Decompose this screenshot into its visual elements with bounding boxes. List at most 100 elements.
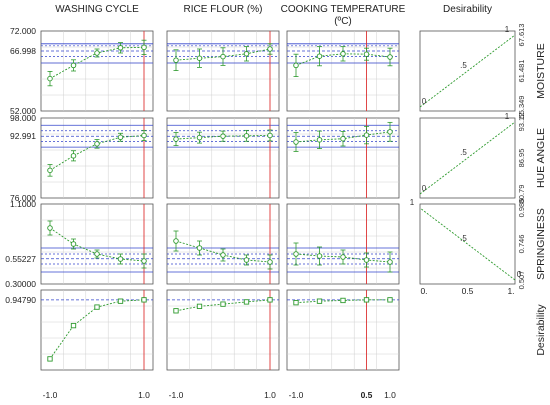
- desirability-level-label: 0: [517, 270, 522, 279]
- x-tick-label: 1.0: [264, 390, 276, 400]
- data-point: [363, 51, 370, 57]
- desirability-column-header: Desirability: [443, 4, 492, 15]
- panel-frame: [286, 117, 400, 199]
- data-point: [387, 54, 393, 60]
- data-point: [316, 137, 323, 143]
- data-point: [70, 241, 77, 247]
- desirability-level-label: 1: [410, 198, 415, 207]
- panel-frame: [166, 30, 280, 112]
- panel-frame: [166, 203, 280, 285]
- data-point: [316, 53, 323, 59]
- data-point: [141, 44, 147, 51]
- data-point: [70, 62, 77, 69]
- desirability-x-tick: 0.5: [462, 286, 474, 296]
- data-point: [387, 129, 393, 135]
- desirability-point: [340, 297, 346, 304]
- data-point: [340, 254, 346, 260]
- data-point: [173, 136, 179, 142]
- desirability-level-label: .5: [460, 148, 467, 157]
- row-label: Desirability: [535, 304, 547, 356]
- data-point: [47, 225, 53, 231]
- response-tick-label: 0.746: [517, 235, 526, 254]
- x-tick-label: -1.0: [43, 390, 58, 400]
- desirability-point: [117, 298, 124, 304]
- panel-frame: [40, 30, 154, 112]
- y-tick-label: 92.991: [10, 131, 36, 141]
- data-point: [173, 57, 179, 63]
- data-point: [387, 259, 393, 265]
- desirability-curve: [419, 121, 516, 195]
- y-tick-label: 66.998: [10, 46, 36, 56]
- column-header: RICE FLOUR (%): [184, 4, 263, 15]
- data-point: [293, 139, 299, 145]
- response-tick-label: 55.349: [517, 96, 526, 119]
- desirability-level-label: .5: [460, 234, 467, 243]
- data-point: [117, 134, 124, 141]
- desirability-point: [47, 356, 53, 362]
- response-tick-label: 0.985: [517, 199, 526, 218]
- panel-frame: [286, 289, 400, 371]
- desirability-point: [220, 301, 226, 307]
- data-point: [117, 45, 124, 51]
- response-tick-label: 93.12: [517, 113, 526, 132]
- row-label: HUE ANGLE: [535, 128, 547, 188]
- desirability-level-label: 1: [505, 112, 510, 121]
- data-point: [173, 238, 179, 244]
- data-point: [94, 141, 100, 147]
- data-point: [363, 257, 370, 263]
- data-point: [47, 75, 53, 82]
- desirability-point: [243, 299, 250, 305]
- data-point: [267, 259, 273, 265]
- x-tick-label: -1.0: [169, 390, 184, 400]
- data-point: [141, 258, 147, 264]
- data-point: [94, 251, 100, 257]
- data-point: [293, 62, 299, 69]
- panel-frame: [286, 30, 400, 112]
- data-point: [363, 132, 370, 138]
- desirability-point: [363, 297, 370, 303]
- data-point: [340, 135, 346, 142]
- desirability-point: [387, 297, 393, 303]
- data-point: [70, 153, 77, 159]
- response-tick-label: 86.95: [517, 149, 526, 168]
- desirability-x-tick: 1.: [507, 286, 514, 296]
- desirability-level-label: 0: [422, 184, 427, 193]
- data-point: [220, 53, 226, 60]
- desirability-point: [316, 298, 323, 304]
- desirability-trace: [175, 299, 271, 312]
- response-tick-label: 61.481: [517, 60, 526, 83]
- y-tick-label: 76.000: [10, 193, 36, 203]
- desirability-point: [94, 304, 100, 310]
- desirability-point: [173, 308, 179, 314]
- desirability-level-label: 1: [505, 25, 510, 34]
- x-tick-label: 0.5: [361, 390, 373, 400]
- data-point: [267, 46, 273, 52]
- desirability-point: [70, 322, 77, 329]
- desirability-point: [267, 297, 273, 303]
- response-tick-label: 0.507: [517, 271, 526, 290]
- data-point: [117, 256, 124, 262]
- desirability-curve: [419, 34, 516, 108]
- response-tick-label: 80.79: [517, 185, 526, 204]
- data-point: [141, 132, 147, 139]
- x-tick-label: 1.0: [138, 390, 150, 400]
- x-tick-label: -1.0: [289, 390, 304, 400]
- desirability-point: [293, 300, 299, 306]
- column-header: COOKING TEMPERATURE: [281, 4, 406, 15]
- column-header-unit: (ºC): [334, 16, 352, 27]
- desirability-x-tick: 0.: [420, 286, 427, 296]
- data-point: [243, 133, 250, 139]
- y-tick-label: 72.000: [10, 26, 36, 36]
- data-point: [196, 134, 203, 141]
- panel-frame: [40, 203, 154, 285]
- y-tick-label: 0.55227: [5, 254, 36, 264]
- data-point: [196, 55, 203, 61]
- data-point: [220, 252, 226, 258]
- y-tick-label: 52.000: [10, 106, 36, 116]
- panel-frame: [40, 117, 154, 199]
- column-header: WASHING CYCLE: [55, 4, 139, 15]
- desirability-level-label: .5: [460, 61, 467, 70]
- response-tick-label: 67.613: [517, 24, 526, 47]
- data-point: [243, 51, 250, 57]
- data-point: [47, 167, 53, 174]
